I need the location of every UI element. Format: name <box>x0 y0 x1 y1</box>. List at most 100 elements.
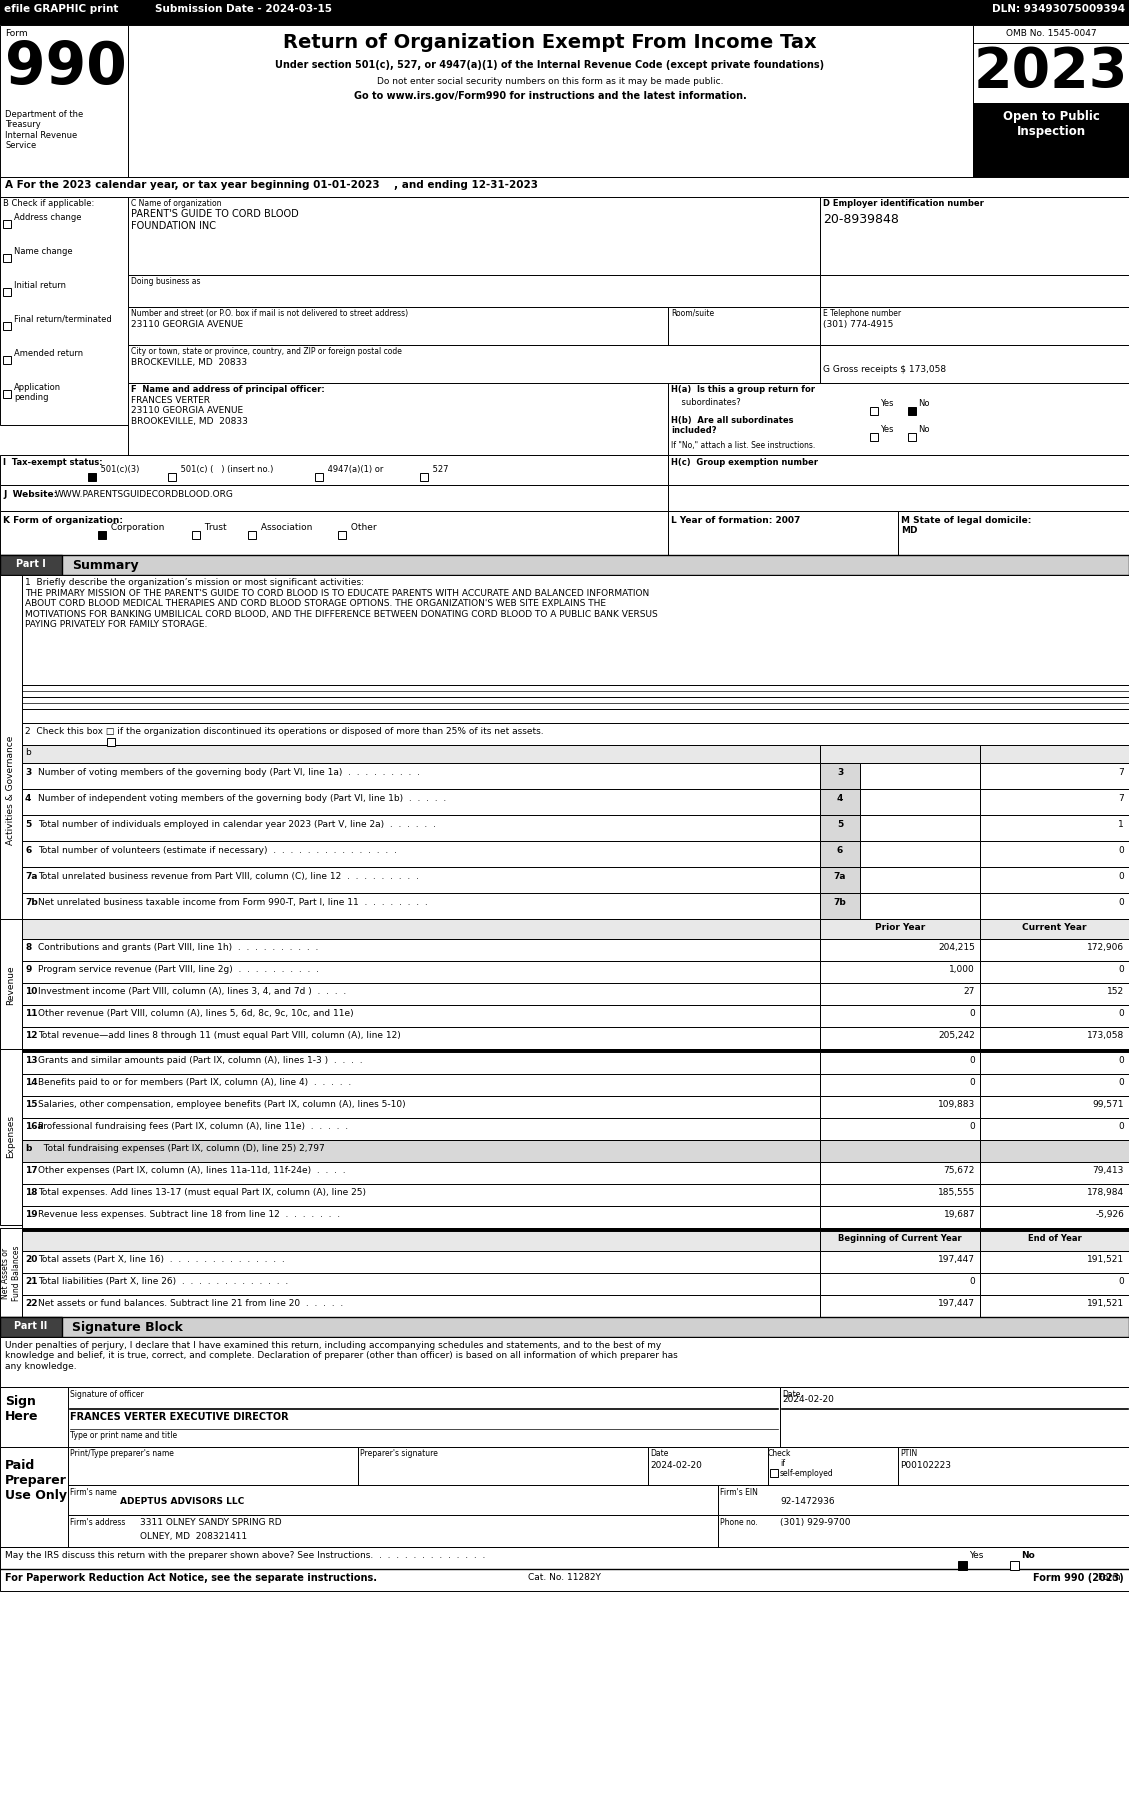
Text: Under penalties of perjury, I declare that I have examined this return, includin: Under penalties of perjury, I declare th… <box>5 1341 677 1372</box>
Text: 191,521: 191,521 <box>1087 1255 1124 1264</box>
Bar <box>860 815 980 840</box>
Text: Number of independent voting members of the governing body (Part VI, line 1b)  .: Number of independent voting members of … <box>38 795 446 802</box>
Bar <box>0 1388 1129 1446</box>
Text: Type or print name and title: Type or print name and title <box>70 1432 177 1441</box>
Bar <box>21 919 820 939</box>
Bar <box>820 1251 980 1273</box>
Text: PTIN: PTIN <box>900 1450 917 1459</box>
Text: Number of voting members of the governing body (Part VI, line 1a)  .  .  .  .  .: Number of voting members of the governin… <box>38 768 420 777</box>
Bar <box>860 893 980 919</box>
Bar <box>980 1051 1129 1073</box>
Text: Doing business as: Doing business as <box>131 276 201 286</box>
Bar <box>980 893 1129 919</box>
Text: 1  Briefly describe the organization’s mission or most significant activities:: 1 Briefly describe the organization’s mi… <box>25 578 364 588</box>
Bar <box>980 1073 1129 1097</box>
Bar <box>973 25 1129 176</box>
Text: D Employer identification number: D Employer identification number <box>823 198 983 207</box>
Text: Prior Year: Prior Year <box>875 922 925 931</box>
Text: Firm's name: Firm's name <box>70 1488 116 1497</box>
Text: Yes: Yes <box>879 398 893 407</box>
Bar <box>980 960 1129 982</box>
Text: 0: 0 <box>970 1057 975 1064</box>
Bar <box>820 919 980 939</box>
Bar <box>21 1295 820 1317</box>
Bar <box>0 555 62 575</box>
Bar <box>820 893 860 919</box>
Text: 5: 5 <box>25 820 32 829</box>
Bar <box>820 1228 980 1231</box>
Bar <box>21 1162 820 1184</box>
Text: 191,521: 191,521 <box>1087 1299 1124 1308</box>
Text: 990: 990 <box>5 38 126 96</box>
Bar <box>21 868 820 893</box>
Bar <box>820 1119 980 1141</box>
Text: 0: 0 <box>1118 966 1124 973</box>
Bar <box>68 1388 780 1446</box>
Bar <box>21 840 820 868</box>
Bar <box>21 815 820 840</box>
Text: 27: 27 <box>964 988 975 997</box>
Text: 13: 13 <box>25 1057 37 1064</box>
Text: Number and street (or P.O. box if mail is not delivered to street address): Number and street (or P.O. box if mail i… <box>131 309 408 318</box>
Text: L Year of formation: 2007: L Year of formation: 2007 <box>671 517 800 526</box>
Text: Professional fundraising fees (Part IX, column (A), line 11e)  .  .  .  .  .: Professional fundraising fees (Part IX, … <box>38 1122 348 1131</box>
Text: Initial return: Initial return <box>14 280 65 289</box>
Bar <box>668 384 1129 455</box>
Text: 19: 19 <box>25 1210 37 1219</box>
Text: 0: 0 <box>970 1122 975 1131</box>
Bar <box>980 1097 1129 1119</box>
Text: 21: 21 <box>25 1277 37 1286</box>
Bar <box>980 868 1129 893</box>
Text: Total fundraising expenses (Part IX, column (D), line 25) 2,797: Total fundraising expenses (Part IX, col… <box>38 1144 325 1153</box>
Text: Application
pending: Application pending <box>14 384 61 402</box>
Text: 15: 15 <box>25 1100 37 1110</box>
Text: Do not enter social security numbers on this form as it may be made public.: Do not enter social security numbers on … <box>377 76 724 85</box>
Bar <box>3 220 11 227</box>
Bar <box>21 709 1129 722</box>
Bar <box>88 473 96 480</box>
Bar <box>0 555 1129 575</box>
Bar <box>820 346 1129 384</box>
Text: Yes: Yes <box>879 426 893 435</box>
Bar <box>21 1028 820 1050</box>
Bar <box>980 1251 1129 1273</box>
Text: 6: 6 <box>25 846 32 855</box>
Text: 22: 22 <box>25 1299 37 1308</box>
Bar <box>21 893 820 919</box>
Bar <box>870 407 878 415</box>
Text: 0: 0 <box>1118 1277 1124 1286</box>
Text: 12: 12 <box>25 1031 37 1040</box>
Text: Expenses: Expenses <box>7 1115 16 1159</box>
Bar <box>820 1073 980 1097</box>
Bar <box>718 1515 1129 1546</box>
Bar <box>668 486 1129 511</box>
Text: Total number of individuals employed in calendar year 2023 (Part V, line 2a)  . : Total number of individuals employed in … <box>38 820 436 829</box>
Text: 4: 4 <box>837 795 843 802</box>
Bar <box>820 1273 980 1295</box>
Text: 20: 20 <box>25 1255 37 1264</box>
Text: 0: 0 <box>1118 871 1124 880</box>
Text: 5: 5 <box>837 820 843 829</box>
Text: 10: 10 <box>25 988 37 997</box>
Text: 75,672: 75,672 <box>944 1166 975 1175</box>
Text: -5,926: -5,926 <box>1095 1210 1124 1219</box>
Bar <box>980 1050 1129 1051</box>
Bar <box>980 1206 1129 1228</box>
Bar <box>820 1295 980 1317</box>
Text: 109,883: 109,883 <box>938 1100 975 1110</box>
Bar <box>980 762 1129 789</box>
Text: 16a: 16a <box>25 1122 44 1131</box>
Bar <box>820 868 860 893</box>
Bar <box>21 1141 820 1162</box>
Text: 7a: 7a <box>25 871 37 880</box>
Text: 18: 18 <box>25 1188 37 1197</box>
Text: Trust: Trust <box>202 524 227 531</box>
Text: 172,906: 172,906 <box>1087 942 1124 951</box>
Bar <box>21 1273 820 1295</box>
Bar <box>21 1050 820 1051</box>
Text: 178,984: 178,984 <box>1087 1188 1124 1197</box>
Text: 0: 0 <box>1118 1122 1124 1131</box>
Text: 7: 7 <box>1118 768 1124 777</box>
Bar <box>980 1295 1129 1317</box>
Text: Date: Date <box>782 1390 800 1399</box>
